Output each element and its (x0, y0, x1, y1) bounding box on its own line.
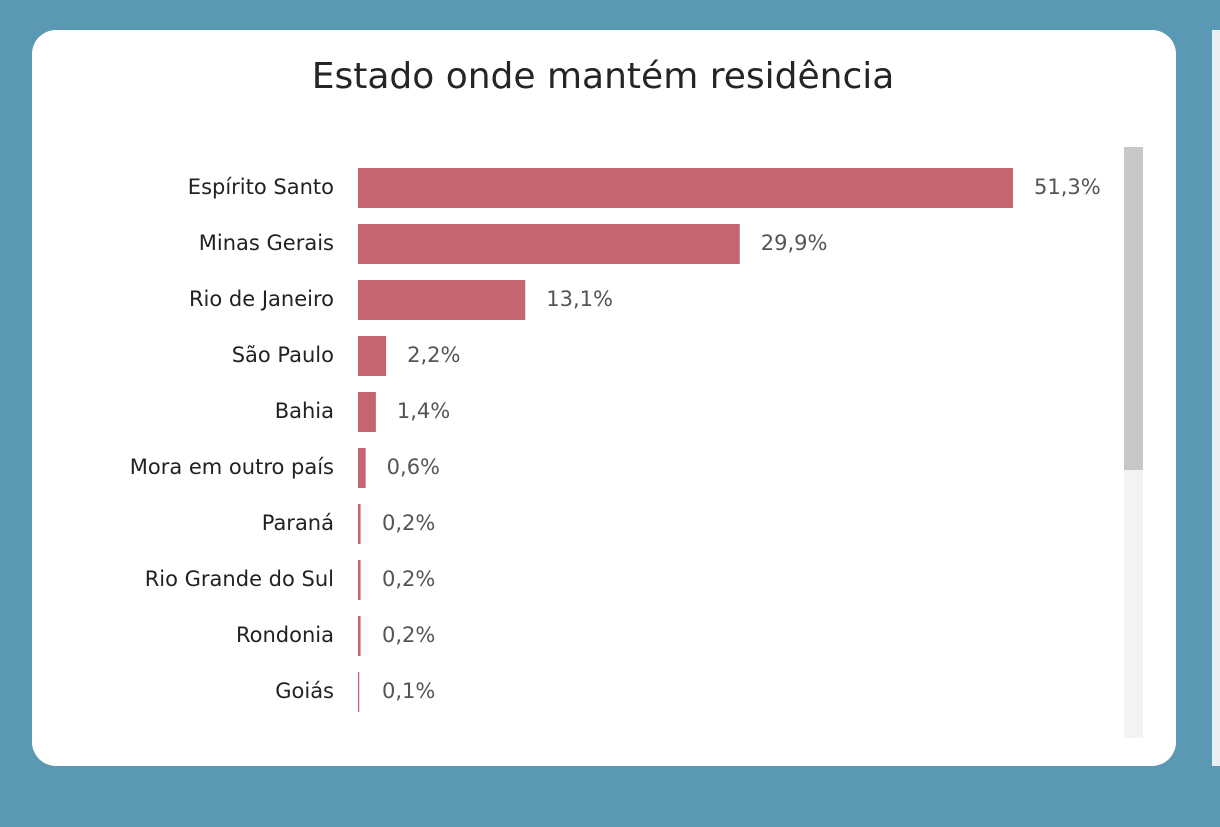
bar (358, 616, 361, 656)
bar (358, 448, 366, 488)
chart-title: Estado onde mantém residência (312, 56, 895, 97)
bar (358, 392, 376, 432)
bar (358, 336, 387, 376)
card (32, 30, 1176, 766)
data-label: 29,9% (761, 231, 828, 255)
category-label: Rondonia (236, 623, 334, 647)
data-label: 0,2% (382, 567, 435, 591)
data-label: 51,3% (1034, 175, 1101, 199)
next-card-edge (1212, 30, 1220, 766)
category-label: São Paulo (232, 343, 334, 367)
data-label: 2,2% (407, 343, 460, 367)
category-label: Goiás (275, 679, 334, 703)
data-label: 13,1% (546, 287, 613, 311)
category-label: Paraná (262, 511, 334, 535)
category-label: Rio Grande do Sul (145, 567, 334, 591)
bar (358, 672, 360, 712)
bar (358, 224, 740, 264)
category-label: Bahia (275, 399, 334, 423)
data-label: 0,2% (382, 623, 435, 647)
category-label: Rio de Janeiro (189, 287, 334, 311)
category-label: Espírito Santo (188, 175, 334, 199)
bar (358, 280, 526, 320)
bar (358, 504, 361, 544)
data-label: 1,4% (397, 399, 450, 423)
data-label: 0,1% (382, 679, 435, 703)
scrollbar-thumb[interactable] (1124, 147, 1143, 470)
bar (358, 168, 1013, 208)
category-label: Mora em outro país (130, 455, 334, 479)
data-label: 0,2% (382, 511, 435, 535)
data-label: 0,6% (387, 455, 440, 479)
bar (358, 560, 361, 600)
category-label: Minas Gerais (199, 231, 334, 255)
